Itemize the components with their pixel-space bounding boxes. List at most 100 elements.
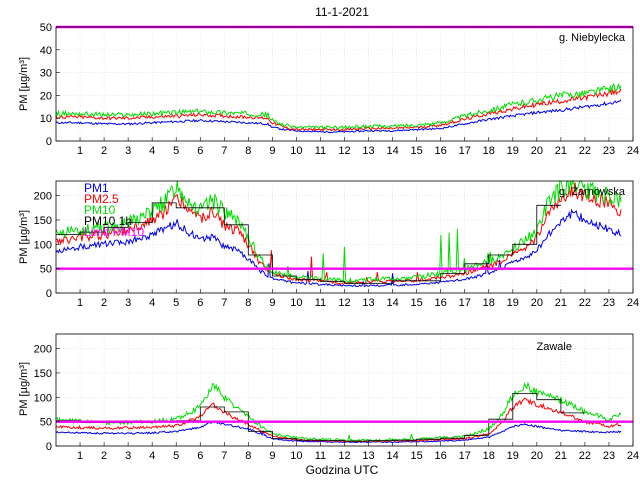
x-tick-label: 5: [173, 145, 179, 157]
x-tick-label: 15: [411, 145, 423, 157]
series-pm1-line: [55, 208, 622, 288]
x-tick-label: 17: [459, 145, 471, 157]
x-tick-label: 23: [603, 297, 615, 309]
x-tick-label: 8: [245, 297, 251, 309]
x-tick-label: 3: [125, 450, 131, 462]
panel-ylabel: PM [µg/m³]: [18, 57, 30, 111]
x-tick-label: 18: [483, 450, 495, 462]
x-tick-label: 8: [245, 145, 251, 157]
y-tick-label: 150: [34, 368, 52, 380]
y-tick-label: 200: [34, 344, 52, 356]
x-tick-label: 11: [315, 297, 326, 309]
x-tick-label: 12: [338, 450, 350, 462]
x-tick-label: 9: [269, 297, 275, 309]
x-tick-label: 14: [386, 450, 398, 462]
x-tick-label: 23: [603, 450, 615, 462]
x-tick-label: 3: [125, 145, 131, 157]
y-tick-label: 50: [40, 264, 52, 276]
x-tick-label: 18: [483, 297, 495, 309]
series-pm1-line: [55, 420, 622, 444]
x-tick-label: 2: [101, 145, 107, 157]
y-tick-label: 0: [46, 288, 52, 300]
panel-zarnowska: 1 2 3 4 5 6 7 8 9 10 11 12 13 14 15 16 17 18 19 20 21 22 23 240…: [18, 179, 639, 309]
x-tick-label: 13: [362, 297, 374, 309]
x-tick-label: 1: [77, 145, 83, 157]
panel-title: g. Niebylecka: [559, 32, 626, 44]
x-tick-label: 6: [197, 297, 203, 309]
y-tick-label: 100: [34, 392, 52, 404]
series-pm10-line: [55, 82, 622, 131]
x-tick-label: 3: [125, 297, 131, 309]
x-tick-label: 20: [531, 145, 543, 157]
x-tick-label: 23: [603, 145, 615, 157]
y-tick-label: 30: [40, 68, 52, 80]
y-tick-label: 40: [40, 45, 52, 57]
x-tick-label: 7: [221, 450, 227, 462]
y-tick-label: 150: [34, 215, 52, 227]
figure-title: 11-1-2021: [315, 5, 369, 19]
x-tick-label: 10: [290, 145, 302, 157]
x-tick-label: 18: [483, 145, 495, 157]
x-tick-label: 9: [269, 145, 275, 157]
y-tick-label: 10: [40, 113, 52, 125]
x-tick-label: 19: [507, 297, 519, 309]
x-tick-label: 24: [627, 297, 639, 309]
panel-title: Zawale: [537, 341, 572, 353]
x-tick-label: 11: [315, 145, 326, 157]
x-tick-label: 24: [627, 145, 639, 157]
figure-xlabel: Godzina UTC: [306, 463, 379, 477]
x-tick-label: 1: [77, 297, 83, 309]
x-tick-label: 14: [386, 297, 398, 309]
x-tick-label: 5: [173, 297, 179, 309]
x-tick-label: 22: [579, 450, 591, 462]
legend-entry-pm25: PM2.5: [84, 192, 119, 206]
legend-entry-pm1: PM1: [84, 181, 109, 195]
series-pm10-1h-step: [56, 202, 561, 284]
panel-ylabel: PM [µg/m³]: [18, 362, 30, 416]
panel-zawale: 1 2 3 4 5 6 7 8 9 10 11 12 13 14 15 16 17 18 19 20 21 22 23 240…: [18, 333, 639, 462]
y-tick-label: 50: [40, 417, 52, 429]
x-tick-label: 21: [555, 450, 567, 462]
x-tick-label: 13: [362, 450, 374, 462]
x-tick-label: 22: [579, 145, 591, 157]
y-tick-label: 50: [40, 22, 52, 34]
x-tick-label: 11: [315, 450, 326, 462]
x-tick-label: 15: [411, 450, 423, 462]
panel-niebylecka: 1 2 3 4 5 6 7 8 9 10 11 12 13 14 15 16 17 18 19 20 21 22 23 240…: [18, 22, 639, 157]
series-pm10-line: [55, 179, 622, 284]
x-tick-label: 16: [435, 450, 447, 462]
x-tick-label: 16: [435, 297, 447, 309]
x-tick-label: 7: [221, 297, 227, 309]
x-tick-label: 6: [197, 450, 203, 462]
x-tick-label: 2: [101, 297, 107, 309]
x-tick-label: 12: [338, 145, 350, 157]
x-tick-label: 5: [173, 450, 179, 462]
x-tick-label: 24: [627, 450, 639, 462]
y-tick-label: 20: [40, 90, 52, 102]
x-tick-label: 10: [290, 297, 302, 309]
legend-entry-pm10: PM10: [84, 203, 116, 217]
x-tick-label: 9: [269, 450, 275, 462]
x-tick-label: 2: [101, 450, 107, 462]
x-tick-label: 20: [531, 450, 543, 462]
legend: PM1 PM2.5 PM10 PM10 1h Limit PM10: [84, 181, 144, 239]
x-tick-label: 17: [459, 297, 471, 309]
x-tick-label: 19: [507, 450, 519, 462]
x-tick-label: 8: [245, 450, 251, 462]
panel-title: g. Żarnowska: [559, 185, 626, 198]
x-tick-label: 20: [531, 297, 543, 309]
x-tick-label: 4: [149, 450, 155, 462]
panel-ylabel: PM [µg/m³]: [18, 210, 30, 264]
y-tick-label: 200: [34, 191, 52, 203]
series-pm1-line: [55, 99, 622, 134]
x-tick-label: 16: [435, 145, 447, 157]
x-tick-label: 21: [555, 297, 567, 309]
x-tick-label: 12: [338, 297, 350, 309]
x-tick-label: 6: [197, 145, 203, 157]
x-tick-label: 13: [362, 145, 374, 157]
x-tick-label: 15: [411, 297, 423, 309]
x-tick-label: 19: [507, 145, 519, 157]
x-tick-label: 4: [149, 297, 155, 309]
y-tick-label: 0: [46, 136, 52, 148]
